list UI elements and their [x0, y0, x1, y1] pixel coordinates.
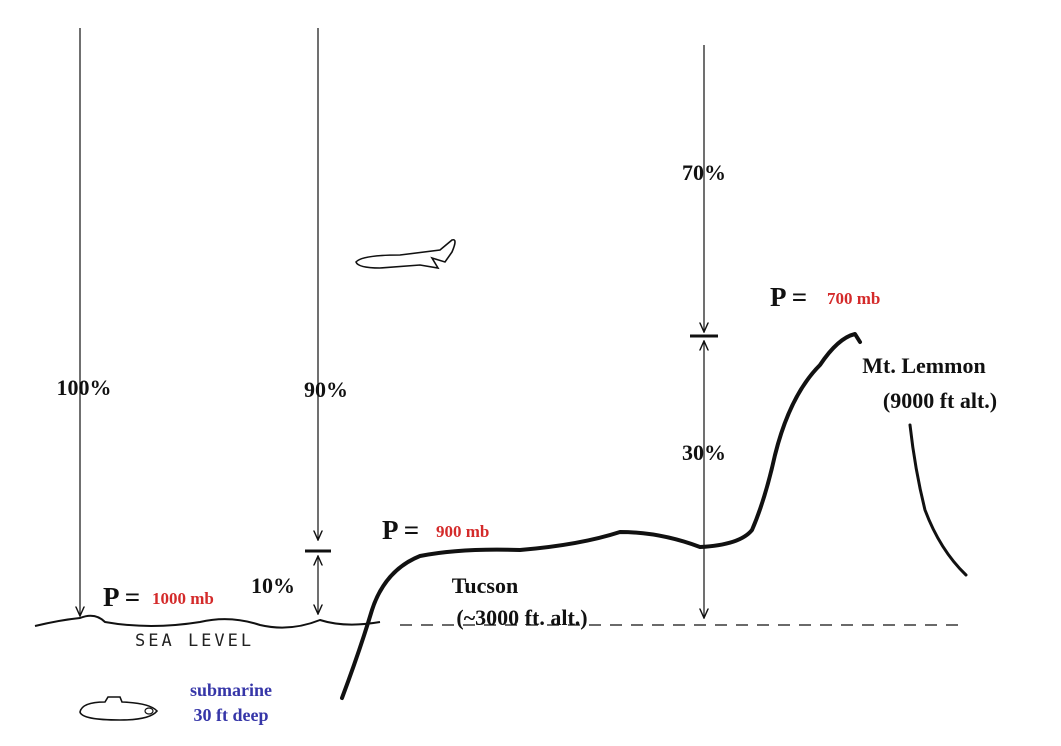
pressure-prefix: P = [103, 582, 140, 612]
arrow-label: 90% [304, 377, 348, 402]
submarine-name: submarine [190, 680, 272, 700]
submarine-shape [79, 696, 159, 721]
terrain [340, 332, 862, 700]
pressure-value: 900 mb [436, 522, 489, 541]
place-altitude: (~3000 ft. alt.) [456, 605, 587, 630]
pressure-value: 1000 mb [152, 589, 214, 608]
terrain [908, 423, 968, 577]
pressure-prefix: P = [382, 515, 419, 545]
place-name: Mt. Lemmon [862, 353, 985, 378]
sea-level-label: SEA LEVEL [135, 631, 254, 651]
sea-level-line [34, 614, 381, 629]
pressure-value: 700 mb [827, 289, 880, 308]
submarine-window [144, 707, 154, 715]
airplane [355, 238, 456, 270]
place-altitude: (9000 ft alt.) [883, 388, 997, 413]
place-name: Tucson [452, 573, 518, 598]
pressure-prefix: P = [770, 282, 807, 312]
arrow-label: 100% [57, 375, 112, 400]
arrow-label: 30% [682, 440, 726, 465]
submarine-depth: 30 ft deep [194, 705, 269, 725]
arrow-label: 70% [682, 160, 726, 185]
arrow-label: 10% [251, 573, 295, 598]
